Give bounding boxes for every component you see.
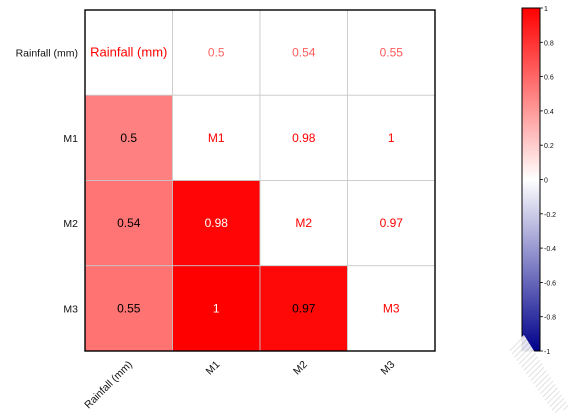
heatmap-cell-label-m2-m2: M2 bbox=[295, 216, 312, 230]
heatmap-cell-m1-m1 bbox=[172, 94, 261, 181]
colorbar-tick-label: -0.2 bbox=[544, 212, 556, 219]
x-axis-labels: Rainfall (mm) M1 M2 M3 bbox=[82, 359, 397, 412]
colorbar-tick-label: 0 bbox=[544, 178, 548, 185]
x-tick-label-m2: M2 bbox=[291, 359, 310, 378]
x-tick-label-m1: M1 bbox=[204, 359, 223, 378]
watermark-stripe bbox=[508, 335, 570, 413]
y-tick-label-rainfall-mm: Rainfall (mm) bbox=[16, 48, 78, 60]
colorbar-tick-label: 0.4 bbox=[544, 109, 554, 116]
colorbar-tick-label: 1 bbox=[544, 6, 548, 13]
y-tick-label-m3: M3 bbox=[63, 303, 78, 315]
heatmap-cell-m2-m1 bbox=[172, 180, 261, 267]
heatmap-cell-m1-rainfall-mm bbox=[84, 94, 173, 181]
heatmap-cell-label-rainfall-mm-m2: 0.54 bbox=[292, 46, 316, 60]
heatmap-cell-label-m2-m1: 0.98 bbox=[205, 216, 229, 230]
y-axis-labels: Rainfall (mm) M1 M2 M3 bbox=[16, 48, 79, 316]
colorbar: 1 0.8 0.6 0.4 0.2 0 -0.2 -0.4 -0.6 -0.8 -1 bbox=[521, 6, 556, 356]
heatmap-cell-label-m1-m2: 0.98 bbox=[292, 131, 316, 145]
heatmap-cell-label-m2-m3: 0.97 bbox=[380, 216, 404, 230]
x-tick-label-rainfall-mm: Rainfall (mm) bbox=[82, 359, 135, 412]
heatmap-cell-label-rainfall-mm-m3: 0.55 bbox=[380, 46, 404, 60]
colorbar-tick-label: -0.6 bbox=[544, 280, 556, 287]
heatmap-cell-label-m3-m1: 1 bbox=[213, 301, 220, 315]
colorbar-gradient bbox=[521, 7, 541, 352]
y-tick-label-m1: M1 bbox=[63, 133, 78, 145]
colorbar-tick-label: 0.8 bbox=[544, 40, 554, 47]
heatmap-cell-label-m1-rainfall-mm: 0.5 bbox=[120, 131, 137, 145]
heatmap-cell-rainfall-mm-m1 bbox=[172, 9, 261, 96]
colorbar-tick-label: -0.8 bbox=[544, 315, 556, 322]
heatmap-cell-m1-m3 bbox=[347, 94, 436, 181]
plot-frame bbox=[84, 9, 436, 352]
heatmap-cell-label-m3-rainfall-mm: 0.55 bbox=[117, 301, 141, 315]
heatmap-cell-label-m1-m3: 1 bbox=[388, 131, 395, 145]
heatmap-cell-rainfall-mm-m3 bbox=[347, 9, 436, 96]
heatmap-cell-label-m3-m3: M3 bbox=[383, 301, 400, 315]
heatmap-cell-m3-m3 bbox=[347, 265, 436, 352]
heatmap-cell-label-m1-m1: M1 bbox=[208, 131, 225, 145]
x-tick-label-m3: M3 bbox=[379, 359, 398, 378]
heatmap-cell-m3-m1 bbox=[172, 265, 261, 352]
colorbar-tick-label: 0.6 bbox=[544, 75, 554, 82]
heatmap-cell-m3-m2 bbox=[259, 265, 348, 352]
colorbar-tick-label: 0.2 bbox=[544, 143, 554, 150]
colorbar-tick-label: -1 bbox=[544, 349, 550, 356]
heatmap-cells: Rainfall (mm) 0.5 0.54 0.55 0.5 M1 0.98 1 0.54 0.… bbox=[84, 9, 436, 352]
heatmap-cell-rainfall-mm-rainfall-mm bbox=[84, 9, 173, 96]
heatmap-cell-m3-rainfall-mm bbox=[84, 265, 173, 352]
y-tick-label-m2: M2 bbox=[63, 218, 78, 230]
heatmap-cell-label-m2-rainfall-mm: 0.54 bbox=[117, 216, 141, 230]
heatmap-cell-label-rainfall-mm-rainfall-mm: Rainfall (mm) bbox=[90, 45, 167, 60]
colorbar-tick-label: -0.4 bbox=[544, 246, 556, 253]
heatmap-cell-label-rainfall-mm-m1: 0.5 bbox=[208, 46, 225, 60]
heatmap-cell-label-m3-m2: 0.97 bbox=[292, 301, 316, 315]
heatmap-cell-m2-m3 bbox=[347, 180, 436, 267]
